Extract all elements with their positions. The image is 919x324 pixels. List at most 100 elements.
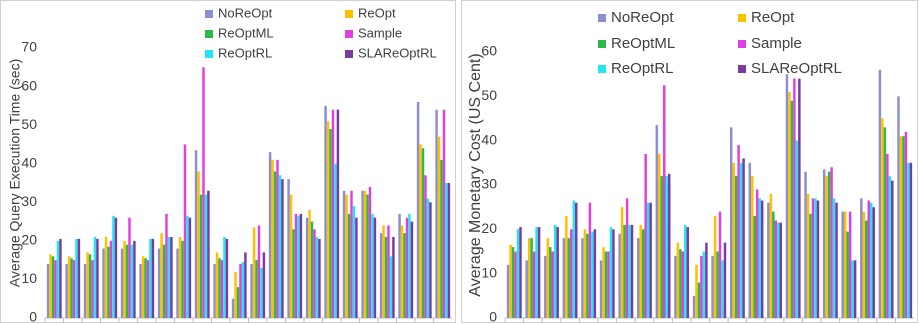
bar	[199, 194, 203, 318]
y-tick-label: 70	[21, 39, 37, 55]
bar	[686, 227, 690, 318]
bar	[347, 213, 351, 318]
bar	[225, 238, 229, 318]
bar	[104, 237, 108, 318]
bar	[96, 238, 99, 318]
legend-swatch	[345, 50, 353, 58]
bar	[537, 227, 541, 318]
bar	[56, 240, 60, 318]
bar	[239, 264, 242, 318]
bar	[405, 217, 409, 318]
y-tick-label: 0	[29, 309, 37, 324]
bar	[886, 153, 889, 318]
bar	[620, 207, 624, 318]
bar	[604, 251, 608, 318]
y-tick-label: 40	[481, 131, 497, 147]
bar	[567, 238, 571, 318]
bar	[130, 244, 134, 318]
y-axis-label: Average Monetary Cost (US Cent)	[467, 53, 484, 296]
bar	[760, 200, 764, 318]
y-tick-label: 50	[21, 116, 37, 132]
bar	[795, 140, 799, 318]
bar	[527, 238, 531, 318]
bar	[49, 254, 52, 318]
bar	[705, 242, 708, 318]
bar	[734, 176, 738, 318]
bar	[649, 202, 652, 318]
bar	[742, 158, 745, 318]
panel-frame	[461, 0, 918, 323]
bar	[144, 258, 147, 318]
bar	[767, 202, 770, 318]
bar	[102, 248, 105, 318]
bar	[777, 222, 780, 318]
bar	[553, 224, 557, 318]
legend-swatch	[345, 30, 353, 38]
bar	[389, 256, 393, 318]
bar	[244, 252, 247, 318]
bar	[570, 229, 573, 318]
bar	[250, 264, 253, 318]
bar	[697, 282, 701, 318]
bar	[234, 271, 237, 318]
bar	[299, 213, 303, 318]
bar	[723, 242, 727, 318]
bar	[588, 202, 592, 318]
bar	[562, 238, 566, 318]
bar	[139, 264, 142, 318]
bar	[176, 248, 179, 318]
bar	[51, 256, 55, 318]
bar	[902, 136, 905, 318]
bar	[215, 252, 219, 318]
bar	[748, 162, 752, 318]
bar	[755, 189, 759, 318]
y-tick-label: 60	[481, 43, 497, 59]
bar	[149, 238, 152, 318]
bar	[220, 260, 224, 318]
bar	[260, 267, 263, 318]
bar	[891, 180, 894, 318]
bar	[751, 176, 754, 318]
y-tick-label: 30	[481, 176, 497, 192]
legend-label: ReOptML	[218, 25, 274, 40]
bar	[315, 237, 319, 318]
y-tick-label: 60	[21, 77, 37, 93]
bar	[909, 162, 913, 318]
legend-label: SLAReOptRL	[751, 60, 842, 77]
bar	[262, 252, 266, 318]
bar	[853, 260, 857, 318]
bar	[809, 213, 812, 318]
bar	[679, 249, 682, 318]
bar	[318, 238, 321, 318]
bar	[814, 198, 817, 318]
bar	[888, 176, 892, 318]
bar	[806, 193, 810, 318]
bar	[825, 176, 828, 318]
bar	[530, 238, 533, 318]
bar	[591, 231, 594, 318]
bar	[289, 194, 293, 318]
bar	[623, 224, 626, 318]
bar	[384, 237, 388, 318]
legend-label: ReOpt	[751, 9, 795, 26]
bar	[546, 238, 549, 318]
bar	[793, 78, 796, 318]
bar	[737, 145, 740, 318]
bar	[125, 244, 129, 318]
bar	[151, 238, 155, 318]
bar	[514, 251, 517, 318]
bar	[822, 169, 826, 318]
bar	[663, 85, 666, 318]
bar	[421, 148, 425, 318]
legend-swatch	[738, 14, 746, 22]
bar	[655, 125, 659, 319]
bar	[59, 238, 62, 318]
bar	[684, 224, 687, 318]
bar	[827, 171, 831, 318]
bar	[646, 202, 650, 318]
bar	[516, 229, 520, 318]
bar	[294, 213, 298, 318]
bar	[157, 248, 161, 318]
bar	[544, 255, 547, 318]
